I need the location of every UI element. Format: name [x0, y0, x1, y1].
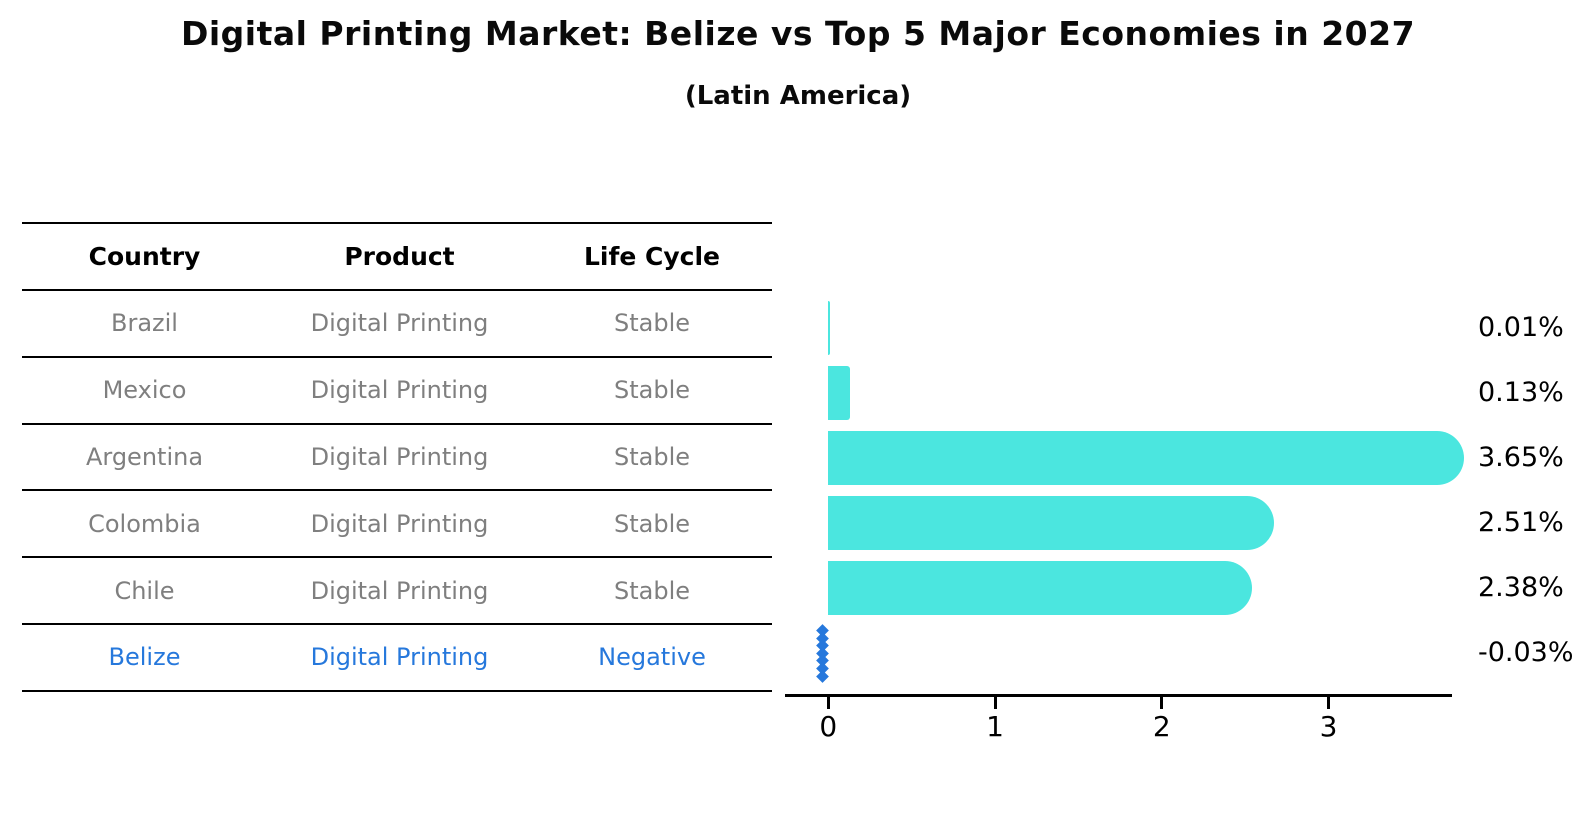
- table-cell-country: Chile: [114, 576, 175, 605]
- table-cell-country: Brazil: [111, 309, 178, 338]
- bar-argentina: [828, 431, 1464, 485]
- x-axis-tick-label: 1: [986, 710, 1004, 743]
- x-axis-line: [785, 694, 1452, 697]
- table-header-product: Product: [344, 242, 455, 271]
- bar-mexico: [828, 366, 851, 420]
- table-cell-product: Digital Printing: [310, 309, 489, 338]
- value-label-mexico: 0.13%: [1478, 377, 1564, 408]
- x-axis-tick: [1327, 697, 1331, 709]
- x-axis-tick: [1160, 697, 1164, 709]
- table-row-colombia: Colombia Digital Printing Stable: [22, 491, 772, 559]
- table-row-chile: Chile Digital Printing Stable: [22, 558, 772, 625]
- table-cell-life_cycle: Negative: [598, 643, 706, 672]
- table-cell-country: Colombia: [88, 509, 201, 538]
- table-cell-life_cycle: Stable: [613, 376, 691, 405]
- table-cell-country: Belize: [108, 643, 181, 672]
- table-row-belize: Belize Digital Printing Negative: [22, 625, 772, 692]
- bar-brazil: [828, 301, 831, 355]
- value-label-argentina: 3.65%: [1478, 442, 1564, 473]
- table-row-argentina: Argentina Digital Printing Stable: [22, 425, 772, 492]
- belize-negative-marker: [816, 624, 830, 683]
- x-axis-tick-label: 3: [1319, 710, 1338, 743]
- table-row-brazil: Brazil Digital Printing Stable: [22, 291, 772, 358]
- value-label-colombia: 2.51%: [1478, 507, 1564, 538]
- x-axis-tick-label: 0: [819, 710, 838, 743]
- country-table: Country Product Life Cycle Brazil Digital…: [22, 222, 772, 692]
- table-cell-product: Digital Printing: [310, 442, 489, 471]
- table-cell-product: Digital Printing: [310, 643, 489, 672]
- table-header-lifecycle: Life Cycle: [583, 242, 721, 271]
- table-cell-product: Digital Printing: [310, 509, 489, 538]
- table-cell-life_cycle: Stable: [613, 509, 691, 538]
- table-cell-country: Argentina: [85, 442, 204, 471]
- chart-subtitle: (Latin America): [684, 81, 912, 111]
- value-label-brazil: 0.01%: [1478, 312, 1564, 343]
- table-cell-life_cycle: Stable: [613, 309, 691, 338]
- x-axis-tick-label: 2: [1152, 710, 1171, 743]
- bar-chile: [828, 561, 1253, 615]
- table-cell-product: Digital Printing: [310, 376, 489, 405]
- x-axis-tick: [993, 697, 997, 709]
- table-cell-country: Mexico: [102, 376, 187, 405]
- table-header-country: Country: [88, 242, 201, 271]
- table-cell-life_cycle: Stable: [613, 576, 691, 605]
- table-header-row: Country Product Life Cycle: [22, 224, 772, 291]
- bar-colombia: [828, 496, 1274, 550]
- x-axis-tick: [826, 697, 830, 709]
- table-cell-life_cycle: Stable: [613, 442, 691, 471]
- chart-title: Digital Printing Market: Belize vs Top 5…: [180, 14, 1416, 53]
- value-label-chile: 2.38%: [1478, 572, 1564, 603]
- value-label-belize: -0.03%: [1478, 637, 1574, 668]
- table-row-mexico: Mexico Digital Printing Stable: [22, 358, 772, 425]
- table-cell-product: Digital Printing: [310, 576, 489, 605]
- table-body: Brazil Digital Printing Stable Mexico Digita…: [22, 291, 772, 692]
